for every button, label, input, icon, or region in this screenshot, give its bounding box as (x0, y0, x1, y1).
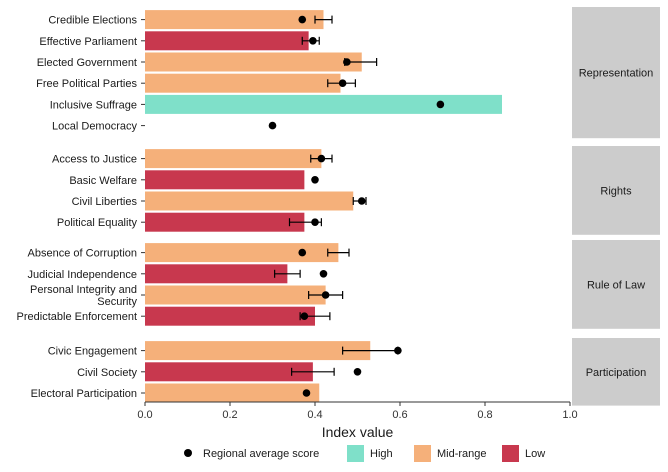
category-label: Predictable Enforcement (17, 311, 137, 323)
category-label: Civil Liberties (72, 196, 138, 208)
regional-average-point (298, 248, 307, 257)
legend-swatch (414, 445, 431, 462)
x-axis: 0.0 0.2 0.4 0.6 0.8 1.0 (137, 401, 578, 421)
regional-average-point (353, 368, 362, 376)
panel: Civic Engagement Civil Society Electoral P… (31, 341, 402, 403)
legend-item: Low (502, 445, 545, 462)
bar (145, 149, 322, 169)
facet-strip (572, 146, 660, 235)
facet-strips: Representation Rights Rule of Law Participa… (572, 7, 660, 406)
regional-average-point (357, 197, 366, 205)
facet-strip (572, 240, 660, 329)
category-label: Elected Government (37, 57, 137, 69)
category-label: Political Equality (57, 217, 138, 229)
legend-label: Regional average score (203, 448, 319, 460)
legend-label: Low (525, 448, 545, 460)
regional-average-point (319, 270, 328, 278)
bar (145, 191, 354, 211)
bar (145, 243, 339, 263)
legend-swatch (502, 445, 519, 462)
regional-average-point (298, 15, 307, 24)
legend-item: Regional average score (184, 448, 319, 460)
bar (145, 170, 305, 190)
error-bar (327, 248, 350, 257)
bar (145, 73, 341, 93)
facet-strip (572, 338, 660, 406)
panel: Credible Elections Effective Parliament El… (36, 10, 502, 133)
panel: Access to Justice Basic Welfare Civil Libe… (52, 149, 367, 232)
error-bar (314, 15, 333, 24)
category-label: Judicial Independence (28, 269, 137, 281)
facet-strip-label: Participation (586, 367, 647, 379)
facet-strip-label: Rights (600, 185, 632, 197)
category-label: Personal Integrity and (30, 284, 137, 296)
chart-panels: Credible Elections Effective Parliament El… (17, 10, 502, 403)
category-label: Access to Justice (52, 154, 137, 166)
category-label: Absence of Corruption (28, 248, 137, 260)
x-axis-title: Index value (322, 424, 394, 440)
x-tick-label: 0.8 (477, 409, 492, 421)
error-bar (291, 367, 335, 376)
regional-average-point (321, 291, 330, 299)
bar (145, 264, 288, 284)
x-tick-label: 0.6 (392, 409, 407, 421)
legend: Regional average score High Mid-range Low (184, 445, 545, 462)
category-label: Security (97, 296, 137, 308)
regional-average-point (394, 346, 402, 355)
error-bar (274, 269, 301, 278)
bar (145, 10, 324, 30)
category-label: Local Democracy (52, 121, 137, 133)
bar (145, 212, 305, 232)
bar (145, 362, 313, 382)
regional-average-point (343, 58, 351, 66)
category-label: Effective Parliament (39, 36, 137, 48)
regional-average-point (317, 154, 326, 163)
bar (145, 94, 502, 114)
facet-strip-label: Rule of Law (587, 279, 645, 291)
regional-average-point (309, 37, 317, 45)
category-label: Civic Engagement (48, 346, 137, 358)
facet-strip-label: Representation (579, 68, 654, 80)
category-label: Inclusive Suffrage (50, 99, 137, 111)
regional-average-point (338, 79, 347, 87)
category-label: Electoral Participation (31, 388, 137, 400)
legend-label: Mid-range (437, 448, 487, 460)
facet-strip (572, 7, 660, 139)
x-tick-label: 1.0 (562, 409, 577, 421)
category-label: Basic Welfare (69, 175, 137, 187)
bar (145, 341, 371, 361)
legend-swatch (347, 445, 364, 462)
panel: Absence of Corruption Judicial Independen… (17, 243, 350, 326)
bar (145, 383, 320, 403)
regional-average-point (436, 100, 445, 109)
legend-item: High (347, 445, 393, 462)
category-label: Credible Elections (48, 15, 137, 27)
x-tick-label: 0.4 (307, 409, 322, 421)
legend-label: High (370, 448, 393, 460)
legend-point-swatch (184, 449, 192, 457)
regional-average-point (311, 176, 319, 184)
bar (145, 306, 315, 326)
regional-average-point (300, 312, 309, 321)
x-tick-label: 0.0 (137, 409, 152, 421)
regional-average-point (302, 389, 311, 397)
bar (145, 52, 362, 72)
bar (145, 31, 309, 51)
category-label: Free Political Parties (36, 78, 137, 90)
category-label: Civil Society (77, 367, 137, 379)
legend-item: Mid-range (414, 445, 487, 462)
x-tick-label: 0.2 (222, 409, 237, 421)
regional-average-point (268, 121, 277, 130)
regional-average-point (311, 218, 319, 226)
bar (145, 285, 326, 305)
